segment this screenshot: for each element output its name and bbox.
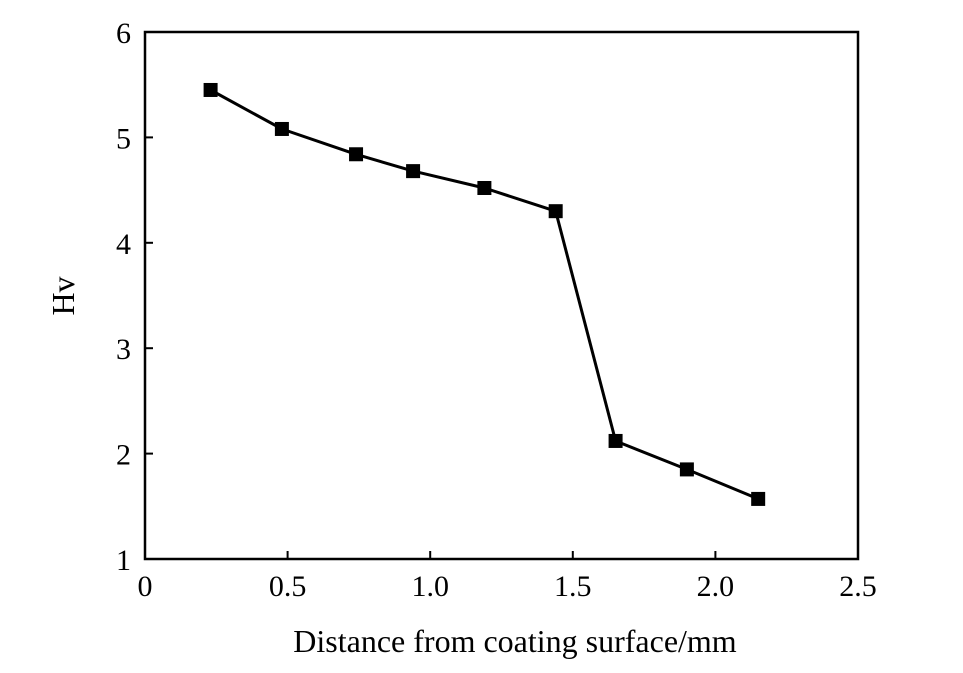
plot-frame [143, 30, 860, 561]
data-point-marker [477, 180, 492, 195]
y-tick-label: 1 [116, 544, 131, 577]
data-point-marker [274, 121, 289, 136]
data-point-marker [548, 204, 563, 219]
series-line [209, 88, 759, 501]
x-tick-label: 0.5 [269, 570, 307, 603]
y-axis-title: Hv [45, 276, 81, 315]
data-point-marker [203, 82, 218, 97]
y-tick-label: 6 [116, 17, 131, 50]
y-tick-label: 2 [116, 439, 131, 472]
y-tick-label: 3 [116, 333, 131, 366]
x-tick-label: 2.5 [839, 570, 877, 603]
data-point-marker [349, 147, 364, 162]
data-point-marker [608, 433, 623, 448]
data-point-marker [751, 491, 766, 506]
x-tick-label: 2.0 [697, 570, 735, 603]
x-tick-label: 1.5 [554, 570, 592, 603]
x-axis-title: Distance from coating surface/mm [293, 623, 737, 659]
x-tick-label: 0 [138, 570, 153, 603]
y-tick-label: 5 [116, 122, 131, 155]
data-point-marker [679, 462, 694, 477]
data-point-marker [406, 164, 421, 179]
x-tick-label: 1.0 [411, 570, 449, 603]
y-tick-label: 4 [116, 228, 131, 261]
